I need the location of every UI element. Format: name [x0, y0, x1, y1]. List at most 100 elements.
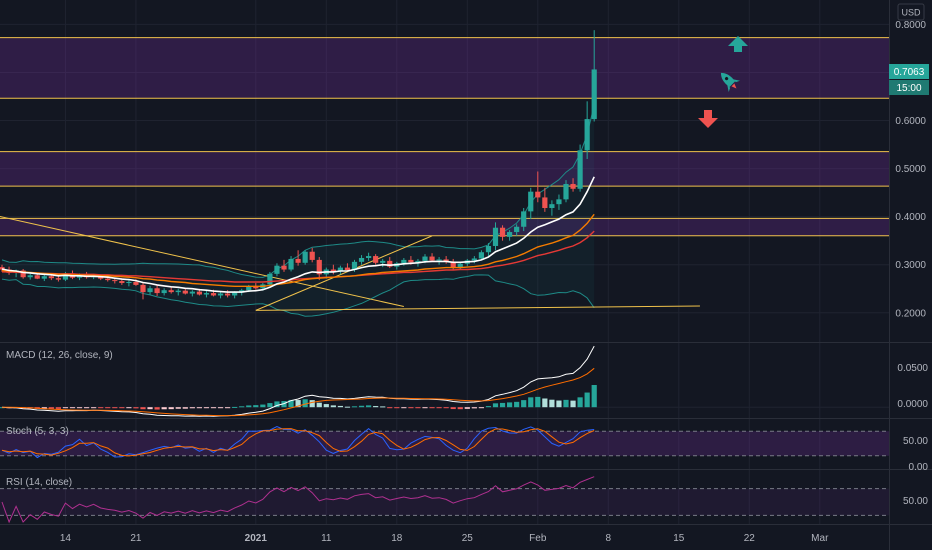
time-tick-label: 2021 — [245, 533, 268, 544]
stoch-pane[interactable] — [0, 426, 889, 459]
candle-body — [351, 261, 358, 271]
macd-histogram-bar — [76, 407, 83, 409]
macd-histogram-bar — [225, 407, 231, 409]
candle-body — [281, 265, 287, 270]
candle-body — [119, 281, 125, 283]
macd-tick: 0.0500 — [897, 363, 928, 374]
stoch-k-line — [1, 426, 595, 459]
stoch-tick: 50.00 — [903, 436, 928, 447]
price-pane[interactable] — [0, 0, 889, 342]
macd-histogram-bar — [161, 407, 167, 410]
candle-body — [499, 227, 506, 237]
candle-body — [584, 119, 590, 151]
candle-body — [140, 284, 146, 293]
candle-body — [274, 265, 280, 274]
macd-histogram-bar — [55, 407, 61, 409]
macd-histogram-bar — [373, 406, 379, 408]
macd-histogram-bar — [344, 406, 351, 408]
candle-body — [358, 257, 365, 262]
macd-histogram-bar — [48, 407, 54, 409]
stoch-title[interactable]: Stoch (5, 3, 3) — [6, 426, 69, 437]
macd-histogram-bar — [358, 405, 365, 408]
macd-histogram-bar — [485, 406, 492, 408]
countdown-badge — [889, 80, 929, 95]
candle-body — [344, 267, 351, 271]
time-tick-label: Feb — [529, 533, 547, 544]
candle-body — [373, 256, 379, 263]
price-axis[interactable]: USD 0.80000.70000.60000.50000.40000.3000… — [889, 3, 929, 319]
trend-line — [255, 235, 433, 311]
macd-histogram-bar — [380, 406, 386, 408]
candle-body — [246, 286, 252, 291]
macd-histogram-bar — [69, 407, 76, 409]
rsi-pane[interactable] — [0, 476, 889, 524]
time-axis[interactable]: 14 21 2021 11 18 25 Feb 8 15 22 Mar — [60, 533, 829, 544]
macd-histogram-bar — [147, 407, 153, 410]
macd-histogram-bar — [387, 407, 393, 409]
price-tick-label: 0.3000 — [895, 260, 926, 271]
candle-body — [288, 258, 294, 270]
candle-body — [133, 282, 139, 285]
macd-histogram-bar — [119, 407, 125, 409]
macd-histogram-bar — [478, 407, 484, 409]
macd-histogram-bar — [591, 385, 597, 408]
candle-body — [507, 232, 513, 237]
macd-title[interactable]: MACD (12, 26, close, 9) — [6, 350, 113, 361]
arrow-down-icon — [698, 110, 718, 128]
currency-button[interactable] — [897, 3, 925, 21]
candle-body — [549, 204, 555, 209]
macd-histogram-bar — [154, 407, 160, 410]
candle-body — [302, 251, 308, 263]
macd-histogram-bar — [62, 407, 69, 409]
macd-histogram-bar — [175, 407, 181, 409]
candle-body — [514, 226, 520, 233]
candle-body — [267, 273, 273, 285]
macd-histogram-bar — [210, 407, 217, 409]
macd-histogram-bar — [464, 407, 470, 409]
candle-body — [105, 278, 111, 281]
time-tick-label: 15 — [673, 533, 685, 544]
candle-body — [62, 273, 69, 280]
candle-body — [316, 259, 322, 275]
macd-histogram-bar — [84, 407, 90, 409]
macd-pane[interactable] — [0, 345, 889, 417]
macd-histogram-bar — [556, 400, 562, 408]
candle-body — [41, 276, 47, 279]
macd-histogram-bar — [577, 397, 583, 408]
macd-histogram-bar — [196, 407, 202, 409]
macd-histogram-bar — [281, 401, 287, 408]
macd-histogram-bar — [436, 407, 442, 409]
last-price-badge — [889, 64, 929, 79]
macd-histogram-bar — [232, 406, 238, 408]
macd-histogram-bar — [450, 407, 456, 410]
macd-histogram-bar — [429, 407, 435, 409]
candle-body — [577, 150, 583, 189]
rsi-title[interactable]: RSI (14, close) — [6, 477, 72, 488]
macd-histogram-bar — [253, 405, 259, 408]
macd-histogram-bar — [337, 405, 343, 408]
macd-histogram-bar — [112, 407, 118, 409]
macd-histogram-bar — [189, 407, 195, 409]
macd-histogram-bar — [203, 407, 210, 409]
trend-lines — [0, 216, 700, 311]
macd-histogram-bar — [415, 407, 421, 409]
candle-body — [471, 258, 477, 261]
price-tick-label: 0.6000 — [895, 116, 926, 127]
time-tick-label: 25 — [462, 533, 474, 544]
macd-histogram-bar — [521, 400, 527, 408]
candle-body — [175, 290, 181, 293]
candle-body — [563, 183, 569, 200]
candle-body — [20, 270, 26, 278]
candle-body — [217, 293, 224, 296]
price-tick-label: 0.5000 — [895, 164, 926, 175]
candle-body — [542, 197, 548, 209]
candle-body — [457, 263, 463, 268]
moving-averages — [1, 176, 595, 293]
macd-histogram-bar — [528, 397, 534, 408]
macd-histogram-bar — [133, 407, 139, 409]
level-zone — [0, 218, 889, 236]
candle-body — [535, 191, 541, 198]
ema-slow-line — [2, 230, 595, 283]
candle-body — [337, 267, 343, 272]
